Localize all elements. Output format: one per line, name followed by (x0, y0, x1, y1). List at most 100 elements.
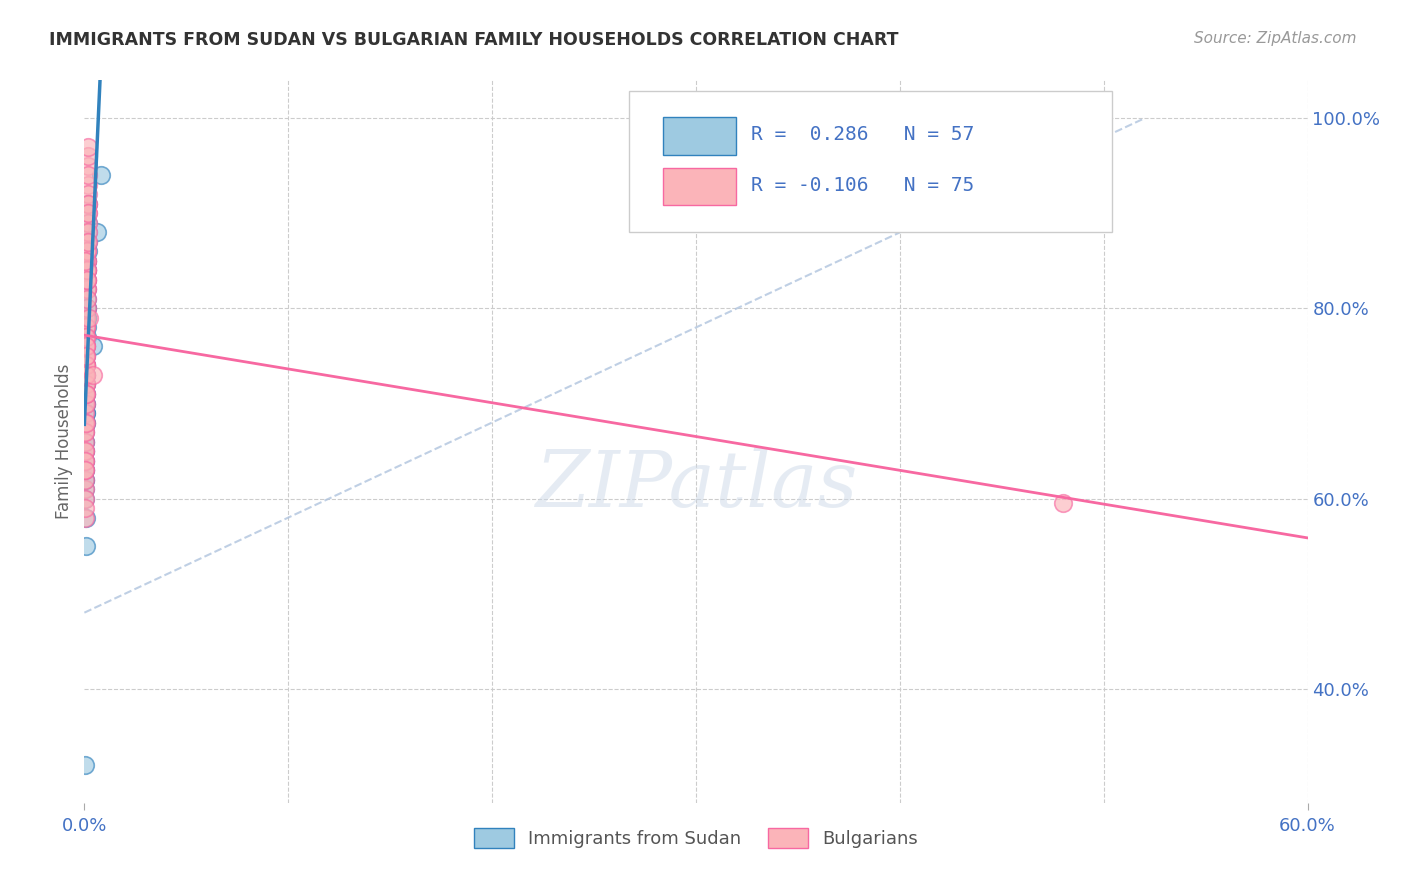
Y-axis label: Family Households: Family Households (55, 364, 73, 519)
Point (77, 159, 100, 173)
Point (75, 434, 97, 449)
Point (75, 368, 97, 382)
Point (75, 416, 97, 430)
Point (76, 273, 98, 287)
Point (75, 320, 97, 334)
Point (75, 491, 97, 506)
Point (75, 368, 97, 382)
Point (76, 197, 98, 211)
Point (75, 349, 97, 363)
Point (76, 273, 98, 287)
Point (75, 453, 97, 467)
Point (75, 349, 97, 363)
Point (76, 282, 98, 296)
Point (76, 244, 98, 259)
Point (77, 140, 100, 154)
Point (75, 339, 97, 353)
Point (76, 282, 98, 296)
Point (75, 387, 97, 401)
Point (75, 387, 97, 401)
Point (75, 359, 97, 373)
Point (76, 301, 98, 316)
Point (75, 425, 97, 439)
Point (75, 434, 97, 449)
Point (75, 368, 97, 382)
Point (76, 273, 98, 287)
Point (75, 310, 97, 325)
Point (75, 377, 97, 392)
Text: IMMIGRANTS FROM SUDAN VS BULGARIAN FAMILY HOUSEHOLDS CORRELATION CHART: IMMIGRANTS FROM SUDAN VS BULGARIAN FAMIL… (49, 31, 898, 49)
Point (75, 453, 97, 467)
Point (75, 416, 97, 430)
Point (76, 254, 98, 268)
Point (75, 359, 97, 373)
Point (75, 425, 97, 439)
Legend: Immigrants from Sudan, Bulgarians: Immigrants from Sudan, Bulgarians (467, 821, 925, 855)
Text: Source: ZipAtlas.com: Source: ZipAtlas.com (1194, 31, 1357, 46)
FancyBboxPatch shape (628, 91, 1112, 232)
Point (75, 368, 97, 382)
Point (75, 396, 97, 410)
Point (75, 757, 97, 772)
Point (76, 263, 98, 277)
Point (76, 254, 98, 268)
Point (75, 349, 97, 363)
Point (75, 463, 97, 477)
Point (75, 377, 97, 392)
Point (75, 387, 97, 401)
Point (75, 330, 97, 344)
Point (76, 310, 98, 325)
Point (76, 244, 98, 259)
Point (76, 178, 98, 192)
FancyBboxPatch shape (664, 168, 737, 205)
Point (75, 434, 97, 449)
Point (75, 396, 97, 410)
Point (90, 169, 112, 183)
Point (75, 473, 97, 487)
Point (75, 444, 97, 458)
Point (75, 406, 97, 420)
Point (75, 349, 97, 363)
Text: ZIPatlas: ZIPatlas (534, 447, 858, 523)
Point (77, 226, 100, 240)
Point (76, 301, 98, 316)
Point (75, 359, 97, 373)
Point (75, 330, 97, 344)
Point (75, 463, 97, 477)
Point (75, 387, 97, 401)
Point (77, 169, 100, 183)
Point (75, 368, 97, 382)
Point (76, 254, 98, 268)
Point (75, 406, 97, 420)
Point (75, 359, 97, 373)
Point (75, 339, 97, 353)
Point (75, 339, 97, 353)
Text: R = -0.106   N = 75: R = -0.106 N = 75 (751, 176, 974, 194)
Point (75, 453, 97, 467)
Point (75, 539, 97, 553)
Point (77, 149, 100, 163)
Point (75, 330, 97, 344)
Point (76, 320, 98, 334)
Point (75, 444, 97, 458)
Point (76, 301, 98, 316)
Point (86, 226, 108, 240)
Point (75, 416, 97, 430)
Point (75, 396, 97, 410)
Point (75, 473, 97, 487)
Point (75, 339, 97, 353)
Point (76, 197, 98, 211)
Point (76, 216, 98, 230)
Point (76, 263, 98, 277)
FancyBboxPatch shape (664, 117, 737, 154)
Point (76, 206, 98, 220)
Point (77, 197, 100, 211)
Point (76, 292, 98, 306)
Point (77, 310, 100, 325)
Point (75, 320, 97, 334)
Point (75, 377, 97, 392)
Point (75, 473, 97, 487)
Point (75, 254, 97, 268)
Text: R =  0.286   N = 57: R = 0.286 N = 57 (751, 125, 974, 144)
Point (75, 491, 97, 506)
